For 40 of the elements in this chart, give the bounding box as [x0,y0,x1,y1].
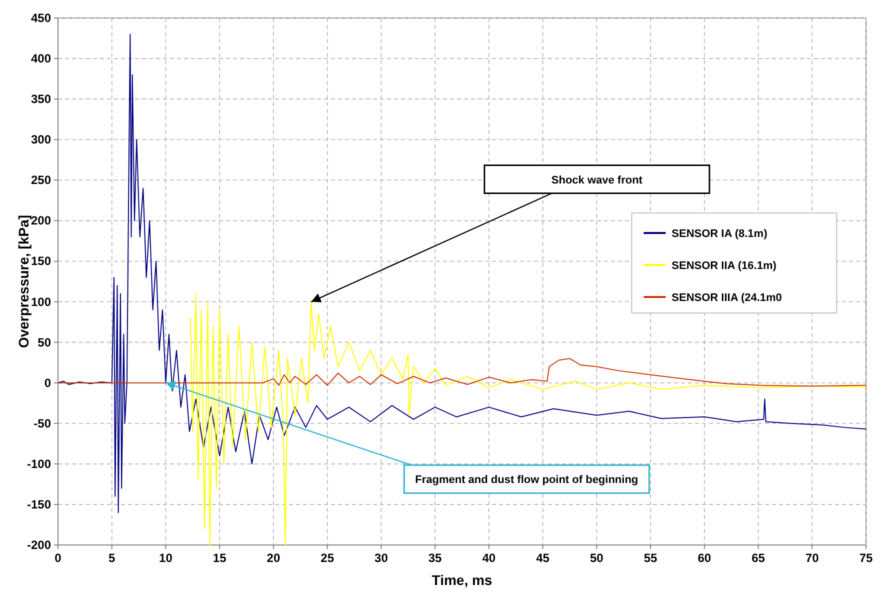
x-tick-label: 45 [536,551,550,565]
x-tick-label: 0 [54,551,62,565]
y-tick-label: 50 [38,335,52,350]
y-tick-label: -200 [26,538,52,552]
y-tick-label: -100 [26,456,52,471]
y-tick-label: 450 [30,11,52,25]
x-tick-label: 40 [482,551,496,565]
x-tick-label: 35 [428,551,442,565]
legend-label: SENSOR IIIA (24.1m0 [672,292,782,304]
legend-label: SENSOR IA (8.1m) [672,228,768,240]
x-tick-label: 25 [320,551,334,565]
annotation: Shock wave front [551,174,643,186]
line-series [58,34,866,514]
x-tick-label: 60 [698,551,712,565]
annotation: Fragment and dust flow point of beginning [415,474,638,486]
y-tick-label: 150 [30,254,52,268]
x-axis-title: Time, ms [432,572,492,588]
x-tick-label: 10 [159,551,173,565]
y-tick-label: 250 [30,173,52,188]
y-tick-label: 100 [30,294,52,309]
x-tick-label: 55 [644,551,658,565]
y-tick-label: 400 [30,52,52,66]
y-axis-title: Overpressure, [kPa] [15,214,32,348]
y-tick-label: 0 [44,376,52,390]
x-tick-label: 70 [805,551,820,565]
x-tick-label: 20 [266,551,280,565]
line-series [58,358,866,387]
x-tick-label: 15 [212,551,227,565]
y-tick-label: -50 [34,416,52,430]
y-tick-label: 200 [30,214,52,228]
line-series [190,293,866,546]
y-tick-label: 300 [30,132,52,147]
x-tick-label: 65 [752,551,766,565]
x-tick-label: 30 [374,551,388,565]
x-tick-label: 5 [108,551,116,565]
y-tick-label: 350 [30,92,52,106]
legend-label: SENSOR IIA (16.1m) [672,260,777,272]
y-tick-label: -150 [26,497,52,512]
x-tick-label: 50 [590,551,604,565]
x-tick-label: 75 [859,551,873,565]
